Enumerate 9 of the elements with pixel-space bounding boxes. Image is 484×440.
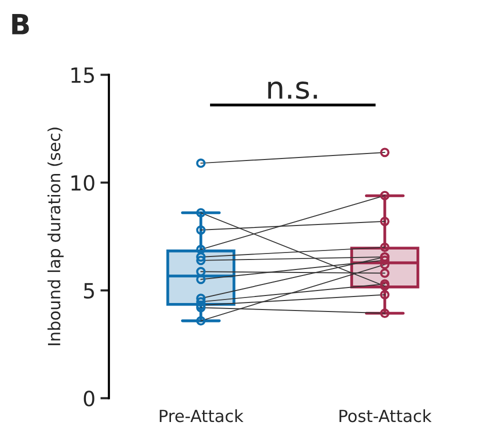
chart-title: B (12, 14, 29, 34)
y-axis-title: Inbound lap duration (sec) (48, 128, 64, 346)
x-tick-label: Post-Attack (340, 409, 432, 422)
y-tick-label: 5 (84, 283, 94, 299)
y-tick-label: 10 (71, 175, 94, 191)
y-tick-label: 0 (84, 390, 94, 406)
annotation: n.s. (268, 82, 317, 100)
x-tick-label: Pre-Attack (160, 409, 244, 422)
y-tick-label: 15 (71, 68, 94, 84)
